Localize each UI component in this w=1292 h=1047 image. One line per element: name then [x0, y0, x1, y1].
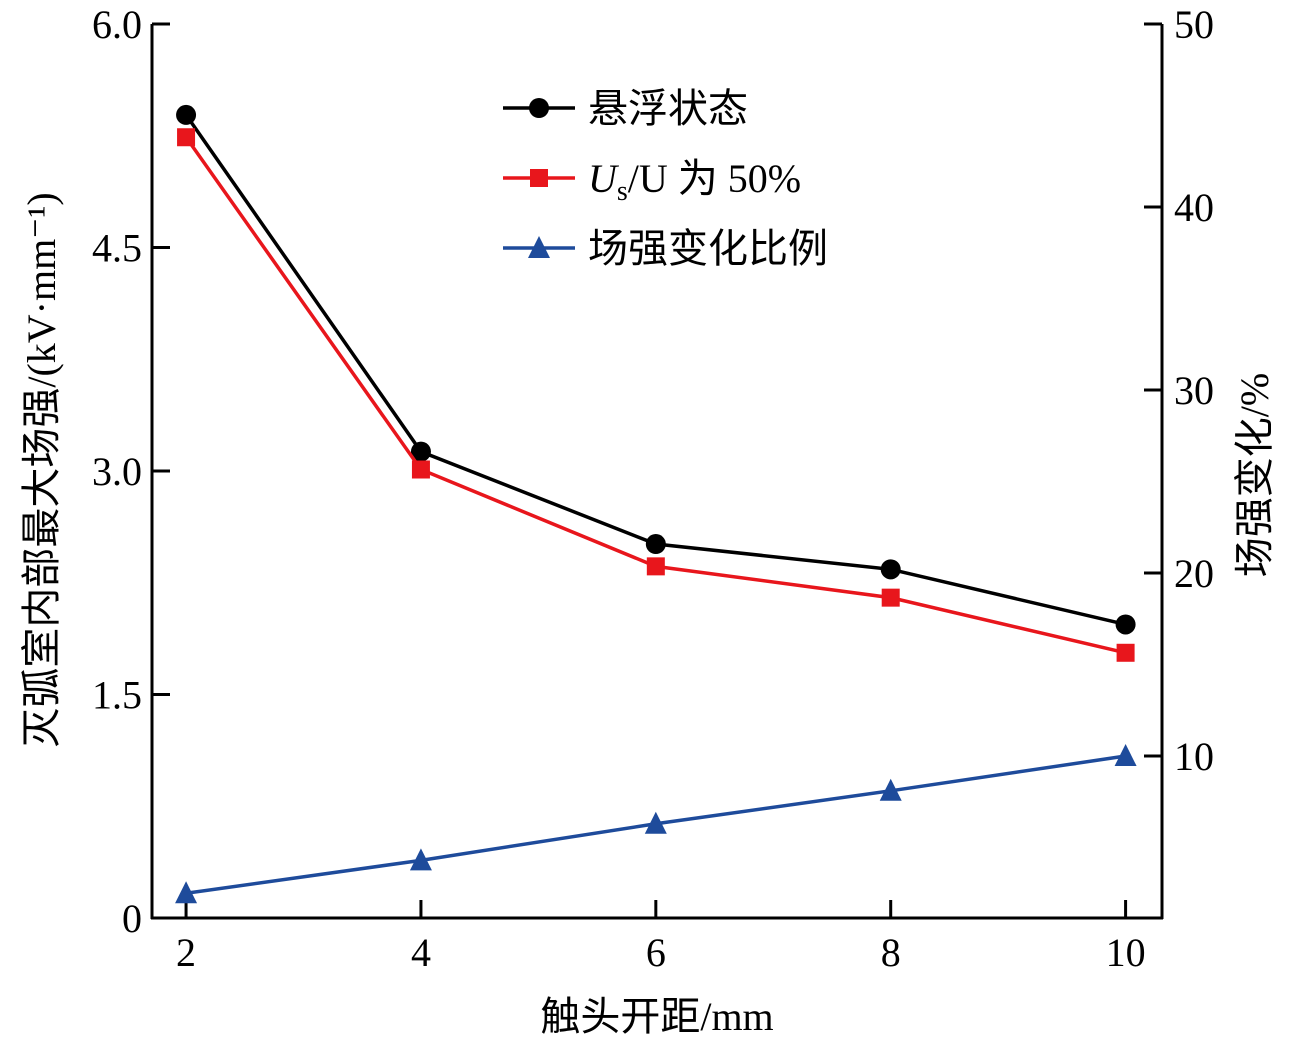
x-axis-label: 触头开距/mm [540, 994, 773, 1039]
data-point [645, 534, 666, 555]
legend-marker [530, 169, 548, 187]
y2-tick-label: 40 [1174, 185, 1214, 230]
data-point [410, 441, 431, 462]
data-point [177, 128, 196, 147]
legend-item: Us/U 为 50% [503, 156, 801, 207]
legend-marker [528, 236, 550, 258]
data-point [176, 104, 197, 125]
x-tick-label: 8 [881, 930, 901, 975]
data-point [1115, 614, 1136, 635]
y-tick-label: 6.0 [92, 2, 142, 47]
data-point [881, 588, 900, 607]
y2-tick-label: 50 [1174, 2, 1214, 47]
series-line [184, 136, 1126, 655]
y-tick-label: 1.5 [92, 673, 142, 718]
y2-tick-label: 30 [1174, 368, 1214, 413]
data-point [409, 848, 432, 871]
legend-label: 场强变化比例 [588, 226, 828, 271]
data-point [880, 559, 901, 580]
data-point [411, 460, 430, 479]
legend-label: Us/U 为 50% [588, 156, 801, 207]
x-tick-label: 6 [646, 930, 666, 975]
legend-marker [529, 98, 549, 118]
legend-label-main: U [588, 156, 620, 201]
series-2 [177, 128, 1135, 662]
legend-item: 悬浮状态 [503, 86, 748, 131]
series-layer [175, 104, 1137, 904]
legend-label: 悬浮状态 [588, 86, 748, 131]
series-3 [175, 744, 1137, 904]
data-point [646, 557, 665, 576]
axes: 2 4 6 8 10 0 1.5 3.0 4.5 6.0 10 20 30 40 50 [92, 2, 1214, 975]
y-axis-label: 灭弧室内部最大场强/(kV·mm⁻¹) [19, 192, 64, 747]
data-point [1116, 643, 1135, 662]
x-tick-label: 10 [1106, 930, 1146, 975]
y-tick-label: 4.5 [92, 226, 142, 271]
y-tick-label: 3.0 [92, 449, 142, 494]
legend-label-rest: /U 为 50% [628, 156, 801, 201]
legend-item: 场强变化比例 [503, 226, 828, 271]
series-1 [176, 104, 1136, 635]
y-tick-label: 0 [122, 896, 142, 941]
data-point [175, 881, 198, 904]
x-tick-label: 2 [176, 930, 196, 975]
data-point [644, 811, 667, 834]
data-point [879, 778, 902, 801]
y2-axis-label: 场强变化/% [1232, 373, 1277, 577]
x-tick-label: 4 [411, 930, 431, 975]
legend-label-sub: s [617, 176, 628, 207]
y2-tick-label: 20 [1174, 551, 1214, 596]
y2-tick-label: 10 [1174, 734, 1214, 779]
legend: 悬浮状态 Us/U 为 50% 场强变化比例 [503, 86, 828, 271]
data-point [1114, 744, 1137, 767]
